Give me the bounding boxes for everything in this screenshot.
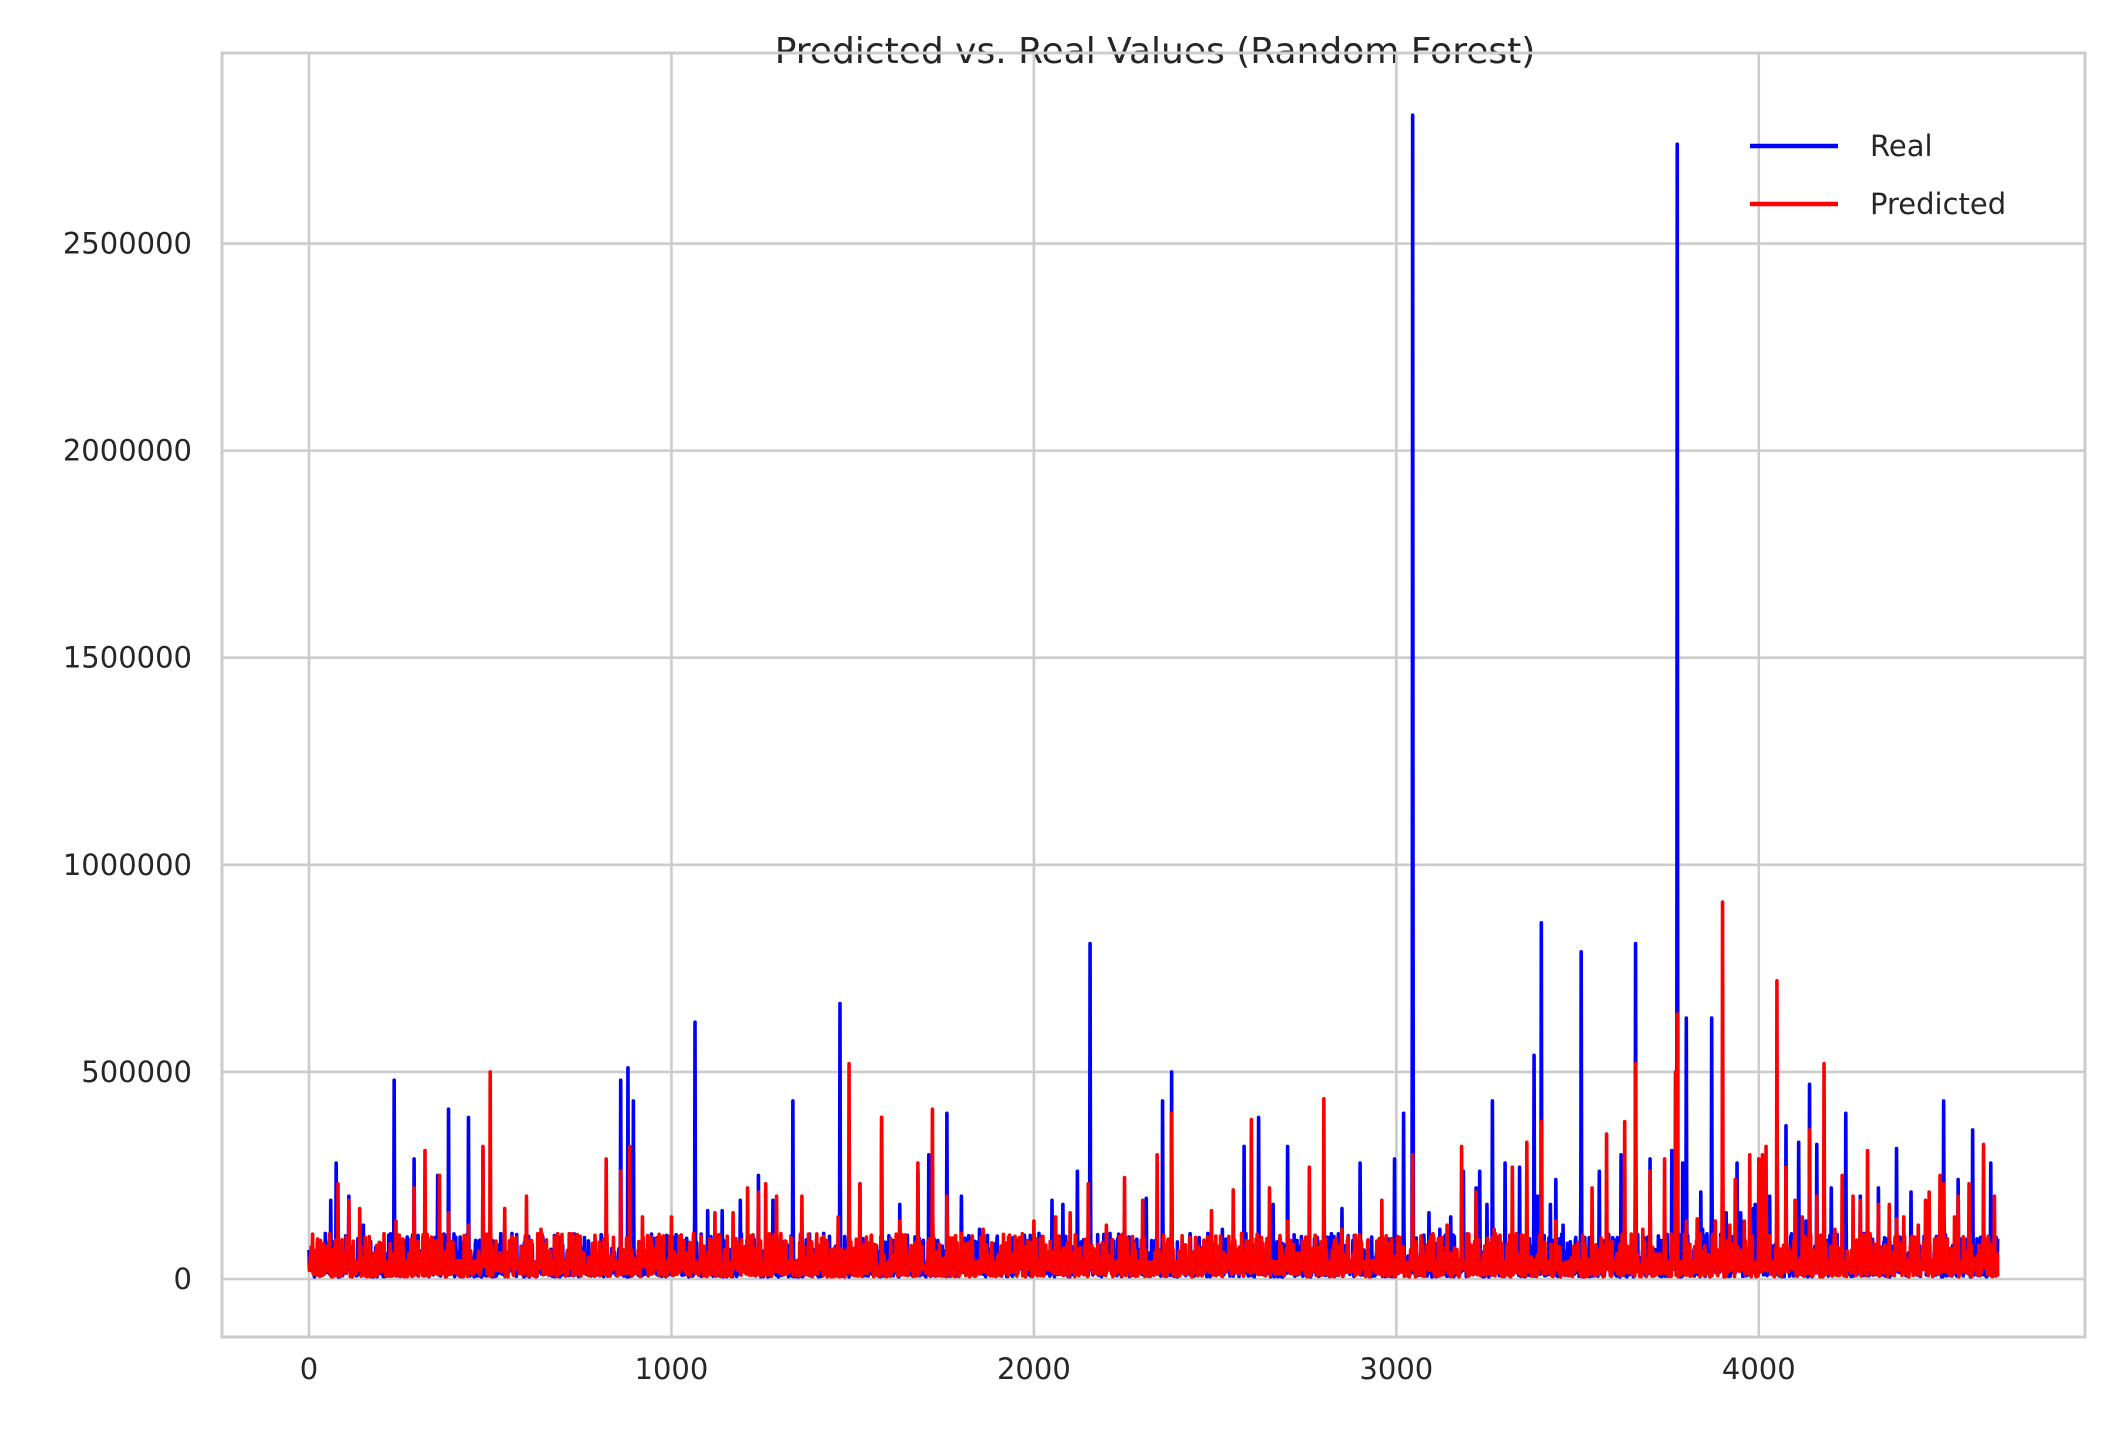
legend: Real Predicted [1750, 129, 2006, 221]
x-tick-label: 4000 [1722, 1352, 1796, 1386]
x-tick-label: 0 [300, 1352, 318, 1386]
y-tick-label: 0 [174, 1262, 192, 1296]
series-line-predicted [307, 900, 2000, 1279]
x-tick-label: 1000 [635, 1352, 709, 1386]
x-tick-label: 3000 [1359, 1352, 1433, 1386]
y-tick-label: 500000 [81, 1055, 192, 1089]
plot-frame [220, 51, 2087, 1339]
x-tick-label: 2000 [997, 1352, 1071, 1386]
y-tick-labels: 0 500000 1000000 1500000 2000000 2500000 [63, 227, 192, 1296]
legend-label-predicted: Predicted [1870, 187, 2006, 221]
y-tick-label: 1000000 [63, 848, 192, 882]
y-tick-label: 2500000 [63, 227, 192, 261]
y-tick-label: 1500000 [63, 641, 192, 675]
legend-label-real: Real [1870, 129, 1933, 163]
x-gridlines [307, 53, 1761, 1337]
y-tick-label: 2000000 [63, 434, 192, 468]
y-gridlines [222, 242, 2085, 1281]
series-layer [307, 113, 2000, 1279]
x-tick-labels: 0 1000 2000 3000 4000 [300, 1352, 1796, 1386]
